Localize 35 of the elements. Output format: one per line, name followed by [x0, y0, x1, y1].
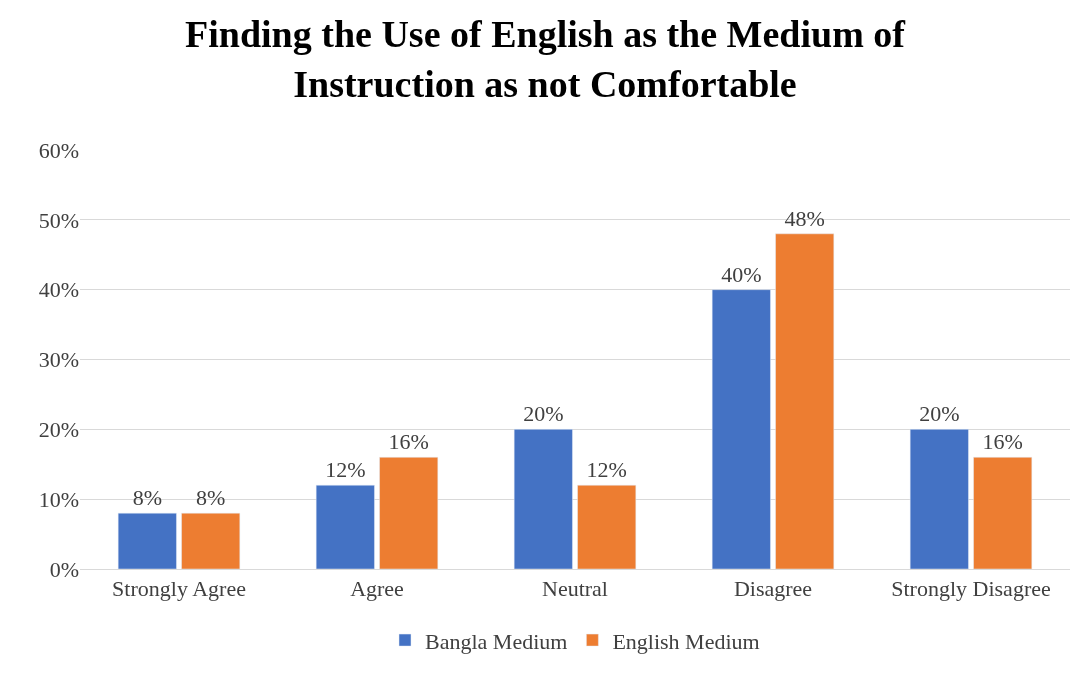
data-label: 8%: [132, 485, 162, 511]
data-label: 48%: [784, 205, 825, 231]
y-tick-label: 50%: [38, 207, 79, 233]
y-tick-label: 30%: [38, 347, 79, 373]
legend-label: Bangla Medium: [425, 628, 568, 654]
data-label: 20%: [919, 401, 960, 427]
bar: [379, 457, 439, 569]
x-tick-label: Agree: [350, 576, 404, 602]
data-label: 40%: [721, 261, 762, 287]
bar: [117, 512, 177, 569]
bar: [513, 429, 573, 569]
y-tick-label: 60%: [38, 137, 79, 163]
data-label: 20%: [523, 401, 564, 427]
data-label: 16%: [982, 429, 1023, 455]
y-tick-label: 40%: [38, 277, 79, 303]
legend-label: English Medium: [612, 628, 760, 654]
data-label: 16%: [388, 429, 429, 455]
x-tick-label: Strongly Disagree: [891, 576, 1051, 602]
x-tick-label: Disagree: [733, 576, 813, 602]
bar: [181, 512, 241, 569]
bar: [973, 457, 1033, 569]
x-tick-label: Neutral: [542, 576, 608, 602]
data-label: 8%: [196, 485, 226, 511]
x-tick-label: Strongly Agree: [112, 576, 246, 602]
data-label: 12%: [586, 457, 627, 483]
bar: [775, 233, 835, 569]
bar: [315, 484, 375, 569]
data-label: 12%: [325, 457, 366, 483]
y-tick-label: 20%: [38, 417, 79, 443]
bar: [711, 289, 771, 569]
y-tick-label: 0%: [49, 556, 79, 582]
y-tick-label: 10%: [38, 486, 79, 512]
bar: [909, 429, 969, 569]
bar: [577, 484, 637, 569]
chart-title: Finding the Use of English as the Medium of Instruction as not Comfortable: [185, 13, 907, 105]
